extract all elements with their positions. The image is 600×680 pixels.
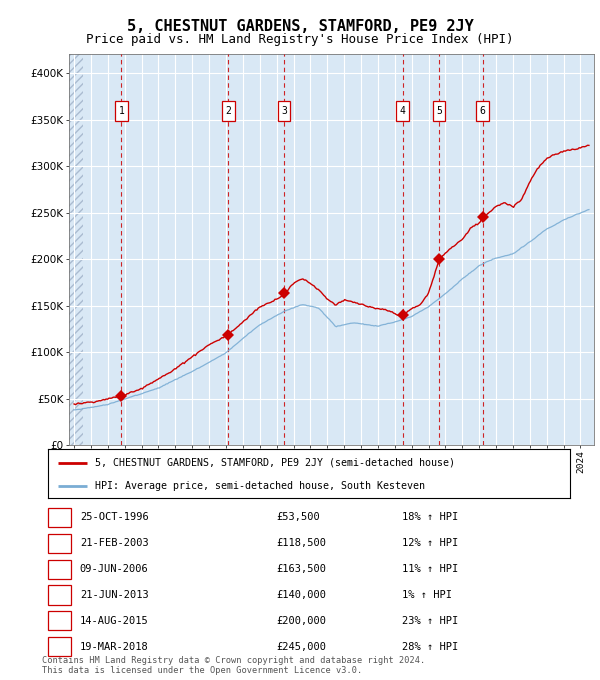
Text: 21-JUN-2013: 21-JUN-2013 xyxy=(80,590,149,600)
Text: 4: 4 xyxy=(56,590,62,600)
Text: 12% ↑ HPI: 12% ↑ HPI xyxy=(402,539,458,548)
Text: £53,500: £53,500 xyxy=(276,513,320,522)
Text: 5: 5 xyxy=(56,616,62,626)
Text: 3: 3 xyxy=(56,564,62,574)
Text: £140,000: £140,000 xyxy=(276,590,326,600)
Text: 1: 1 xyxy=(56,513,62,522)
Text: £118,500: £118,500 xyxy=(276,539,326,548)
Text: 4: 4 xyxy=(400,106,406,116)
Text: 14-AUG-2015: 14-AUG-2015 xyxy=(80,616,149,626)
Text: 09-JUN-2006: 09-JUN-2006 xyxy=(80,564,149,574)
Text: 25-OCT-1996: 25-OCT-1996 xyxy=(80,513,149,522)
Text: This data is licensed under the Open Government Licence v3.0.: This data is licensed under the Open Gov… xyxy=(42,666,362,675)
Text: 1% ↑ HPI: 1% ↑ HPI xyxy=(402,590,452,600)
Text: 23% ↑ HPI: 23% ↑ HPI xyxy=(402,616,458,626)
Text: £245,000: £245,000 xyxy=(276,642,326,651)
Text: 11% ↑ HPI: 11% ↑ HPI xyxy=(402,564,458,574)
FancyBboxPatch shape xyxy=(476,101,489,122)
Text: 6: 6 xyxy=(56,642,62,651)
FancyBboxPatch shape xyxy=(115,101,128,122)
FancyBboxPatch shape xyxy=(222,101,235,122)
Text: 18% ↑ HPI: 18% ↑ HPI xyxy=(402,513,458,522)
Text: 5: 5 xyxy=(436,106,442,116)
FancyBboxPatch shape xyxy=(397,101,409,122)
Text: HPI: Average price, semi-detached house, South Kesteven: HPI: Average price, semi-detached house,… xyxy=(95,481,425,490)
Text: 5, CHESTNUT GARDENS, STAMFORD, PE9 2JY (semi-detached house): 5, CHESTNUT GARDENS, STAMFORD, PE9 2JY (… xyxy=(95,458,455,468)
Text: 19-MAR-2018: 19-MAR-2018 xyxy=(80,642,149,651)
Text: 6: 6 xyxy=(480,106,485,116)
Text: Price paid vs. HM Land Registry's House Price Index (HPI): Price paid vs. HM Land Registry's House … xyxy=(86,33,514,46)
Text: £200,000: £200,000 xyxy=(276,616,326,626)
Text: 21-FEB-2003: 21-FEB-2003 xyxy=(80,539,149,548)
Text: 3: 3 xyxy=(281,106,287,116)
Text: Contains HM Land Registry data © Crown copyright and database right 2024.: Contains HM Land Registry data © Crown c… xyxy=(42,656,425,665)
Text: £163,500: £163,500 xyxy=(276,564,326,574)
Text: 5, CHESTNUT GARDENS, STAMFORD, PE9 2JY: 5, CHESTNUT GARDENS, STAMFORD, PE9 2JY xyxy=(127,19,473,34)
Text: 2: 2 xyxy=(225,106,231,116)
FancyBboxPatch shape xyxy=(278,101,290,122)
Text: 2: 2 xyxy=(56,539,62,548)
Text: 28% ↑ HPI: 28% ↑ HPI xyxy=(402,642,458,651)
FancyBboxPatch shape xyxy=(433,101,445,122)
Text: 1: 1 xyxy=(119,106,124,116)
